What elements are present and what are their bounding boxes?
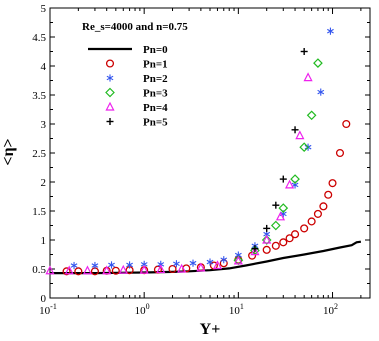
data-point-pn-1 [308, 218, 315, 225]
legend-label: Pn=2 [143, 73, 168, 85]
y-tick-label: 1.5 [32, 206, 46, 218]
y-tick-label: 3.5 [32, 90, 46, 102]
data-point-pn-2 [221, 256, 227, 263]
y-axis-title: <η> [0, 138, 17, 165]
data-point-pn-1 [301, 225, 308, 232]
series-pn-4 [46, 74, 311, 274]
data-point-pn-1 [329, 180, 336, 187]
y-tick-label: 3 [41, 119, 47, 131]
data-point-pn-1 [343, 121, 350, 128]
data-point-pn-3 [308, 111, 316, 119]
data-point-pn-4 [304, 74, 311, 81]
data-point-pn-1 [280, 239, 287, 246]
data-point-pn-1 [320, 203, 327, 210]
data-point-pn-4 [296, 132, 303, 139]
x-tick-label: 101 [229, 302, 244, 317]
x-tick-label: 102 [323, 302, 338, 317]
x-axis-title: Y+ [200, 321, 221, 338]
data-point-pn-1 [272, 242, 279, 249]
y-tick-label: 1 [41, 235, 47, 247]
x-tick-label: 10-1 [39, 302, 57, 317]
data-point-pn-3 [314, 59, 322, 67]
data-point-pn-1 [263, 246, 270, 253]
series-layer [46, 28, 361, 275]
legend-item-pn-0: Pn=0 [88, 44, 168, 56]
y-tick-label: 2.5 [32, 148, 46, 160]
series-pn-1 [63, 121, 350, 275]
legend-swatch [107, 118, 114, 125]
data-point-pn-1 [337, 150, 344, 157]
y-tick-label: 0 [41, 293, 47, 305]
legend-item-pn-5: Pn=5 [107, 117, 169, 129]
legend-swatch [107, 74, 113, 81]
y-tick-label: 4 [41, 61, 47, 73]
data-point-pn-2 [190, 260, 196, 267]
series-pn-2 [71, 28, 334, 270]
data-point-pn-5 [263, 225, 270, 232]
data-point-pn-1 [315, 211, 322, 218]
legend-swatch [106, 89, 114, 97]
data-point-pn-5 [280, 176, 287, 183]
y-tick-label: 4.5 [32, 32, 46, 44]
y-tick-label: 0.5 [32, 264, 46, 276]
data-point-pn-1 [292, 231, 299, 238]
legend-item-pn-4: Pn=4 [106, 102, 168, 114]
legend-swatch [106, 103, 113, 110]
data-point-pn-5 [292, 126, 299, 133]
data-point-pn-5 [301, 48, 308, 55]
y-tick-label: 5 [41, 3, 47, 15]
legend-label: Pn=5 [143, 117, 168, 129]
data-point-pn-4 [263, 236, 270, 243]
plot-frame [50, 8, 370, 298]
legend-item-pn-3: Pn=3 [106, 88, 168, 100]
axes-frame [50, 8, 370, 298]
data-point-pn-2 [327, 28, 333, 35]
legend-item-pn-2: Pn=2 [107, 73, 168, 85]
legend-label: Pn=1 [143, 59, 168, 71]
x-tick-label: 100 [135, 302, 150, 317]
chart-annotation: Re_s=4000 and n=0.75 [82, 21, 188, 33]
legend-label: Pn=0 [143, 44, 168, 56]
y-tick-label: 2 [41, 177, 47, 189]
legend-item-pn-1: Pn=1 [107, 59, 168, 71]
series-pn-5 [251, 48, 307, 252]
data-point-pn-5 [272, 202, 279, 209]
series-pn-3 [234, 59, 322, 264]
data-point-pn-3 [272, 222, 280, 230]
legend-label: Pn=3 [143, 88, 168, 100]
data-point-pn-2 [318, 89, 324, 96]
data-point-pn-1 [325, 191, 332, 198]
legend: Pn=0 Pn=1 Pn=2 Pn=3 Pn=4 Pn=5 [88, 44, 168, 129]
data-point-pn-4 [286, 181, 293, 188]
legend-label: Pn=4 [143, 102, 168, 114]
legend-swatch [107, 60, 114, 67]
